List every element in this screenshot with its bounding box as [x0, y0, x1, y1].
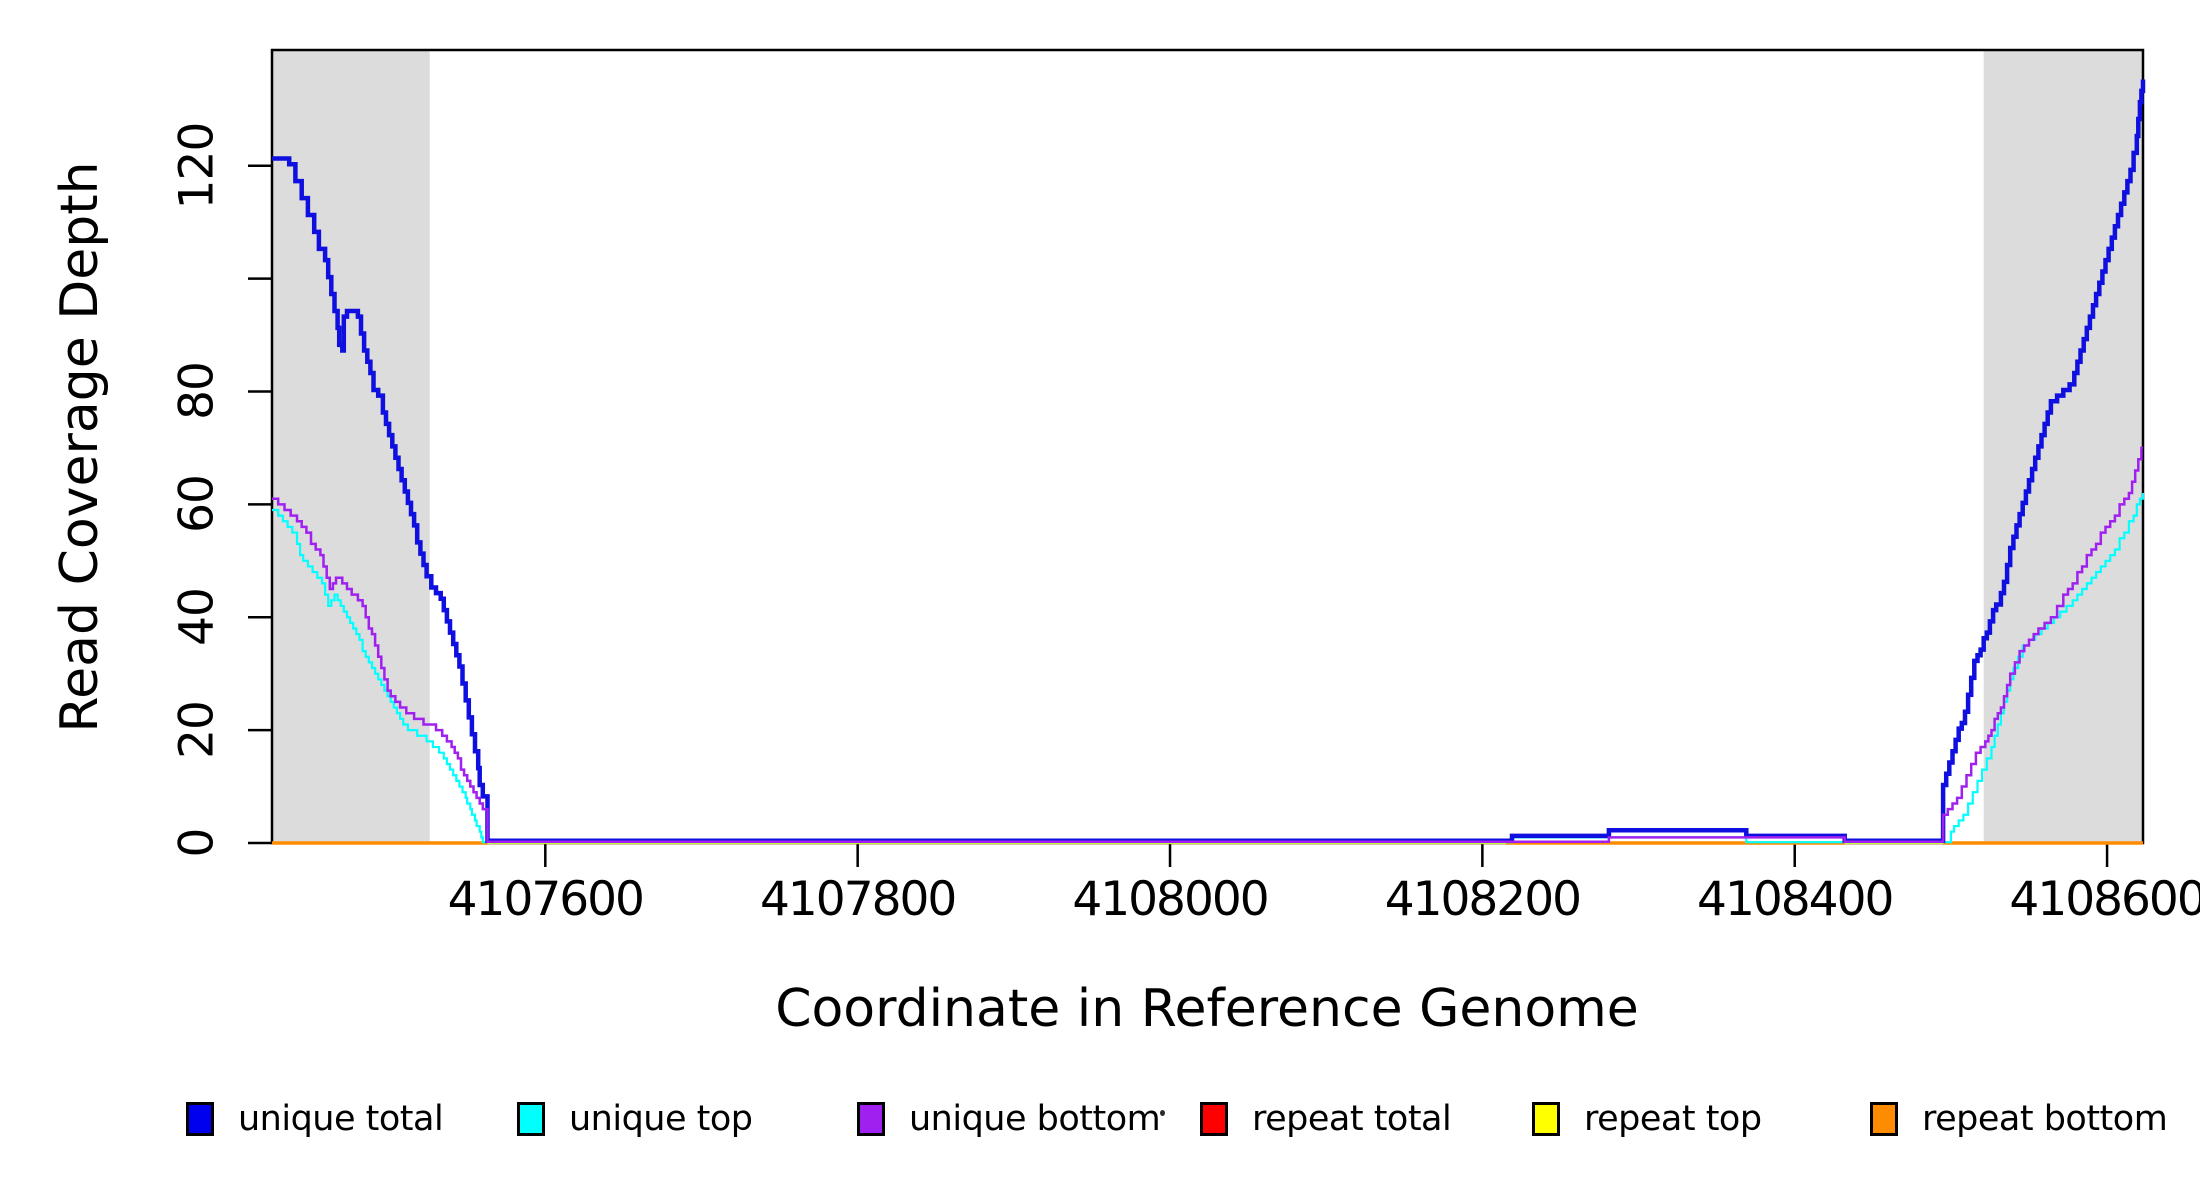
- legend-item-repeat-top: repeat top: [1532, 1093, 1762, 1145]
- legend-item-unique-total: unique total: [186, 1093, 444, 1145]
- legend-item-unique-top: unique top: [517, 1093, 753, 1145]
- y-tick-label: 0: [169, 828, 225, 858]
- legend-label: unique bottom: [909, 1099, 1161, 1139]
- legend-swatch-repeat-bottom: [1870, 1102, 1898, 1136]
- legend-swatch-unique-total: [186, 1102, 214, 1136]
- legend-swatch-repeat-total: [1200, 1102, 1228, 1136]
- legend-swatch-unique-bottom: [857, 1102, 885, 1136]
- legend-item-repeat-bottom: repeat bottom: [1870, 1093, 2168, 1145]
- series-unique-bottom: [272, 446, 2143, 844]
- plot-border: [270, 48, 2145, 845]
- y-tick-label: 60: [169, 475, 225, 534]
- legend-label: repeat total: [1252, 1099, 1452, 1139]
- legend-item-unique-bottom: unique bottom: [857, 1093, 1161, 1145]
- x-tick-label: 4107600: [447, 872, 645, 927]
- legend-label: unique top: [569, 1099, 753, 1139]
- legend-label: repeat top: [1584, 1099, 1762, 1139]
- x-tick-label: 4107800: [759, 872, 957, 927]
- series-unique-top: [272, 493, 2145, 844]
- series-unique-total: [272, 79, 2146, 843]
- legend-label: repeat bottom: [1922, 1099, 2168, 1139]
- y-axis-title: Read Coverage Depth: [50, 161, 110, 733]
- legend-swatch-unique-top: [517, 1102, 545, 1136]
- y-tick-label: 40: [169, 588, 225, 647]
- x-tick-label: 4108000: [1072, 872, 1269, 927]
- x-axis-title: Coordinate in Reference Genome: [775, 979, 1639, 1039]
- x-tick-label: 4108200: [1384, 872, 1582, 927]
- x-tick-label: 4108600: [2009, 872, 2200, 927]
- legend-artifact-dot: [1160, 1110, 1165, 1116]
- repeat-region-shading: [1983, 50, 2143, 843]
- y-tick-label: 80: [169, 362, 225, 421]
- legend-label: unique total: [238, 1099, 444, 1139]
- y-tick-label: 20: [169, 701, 225, 760]
- legend-item-repeat-total: repeat total: [1200, 1093, 1452, 1145]
- y-tick-label: 120: [169, 122, 225, 210]
- x-tick-label: 4108400: [1697, 872, 1894, 927]
- legend-swatch-repeat-top: [1532, 1102, 1560, 1136]
- chart-legend: unique total unique top unique bottom repea…: [0, 1093, 2200, 1145]
